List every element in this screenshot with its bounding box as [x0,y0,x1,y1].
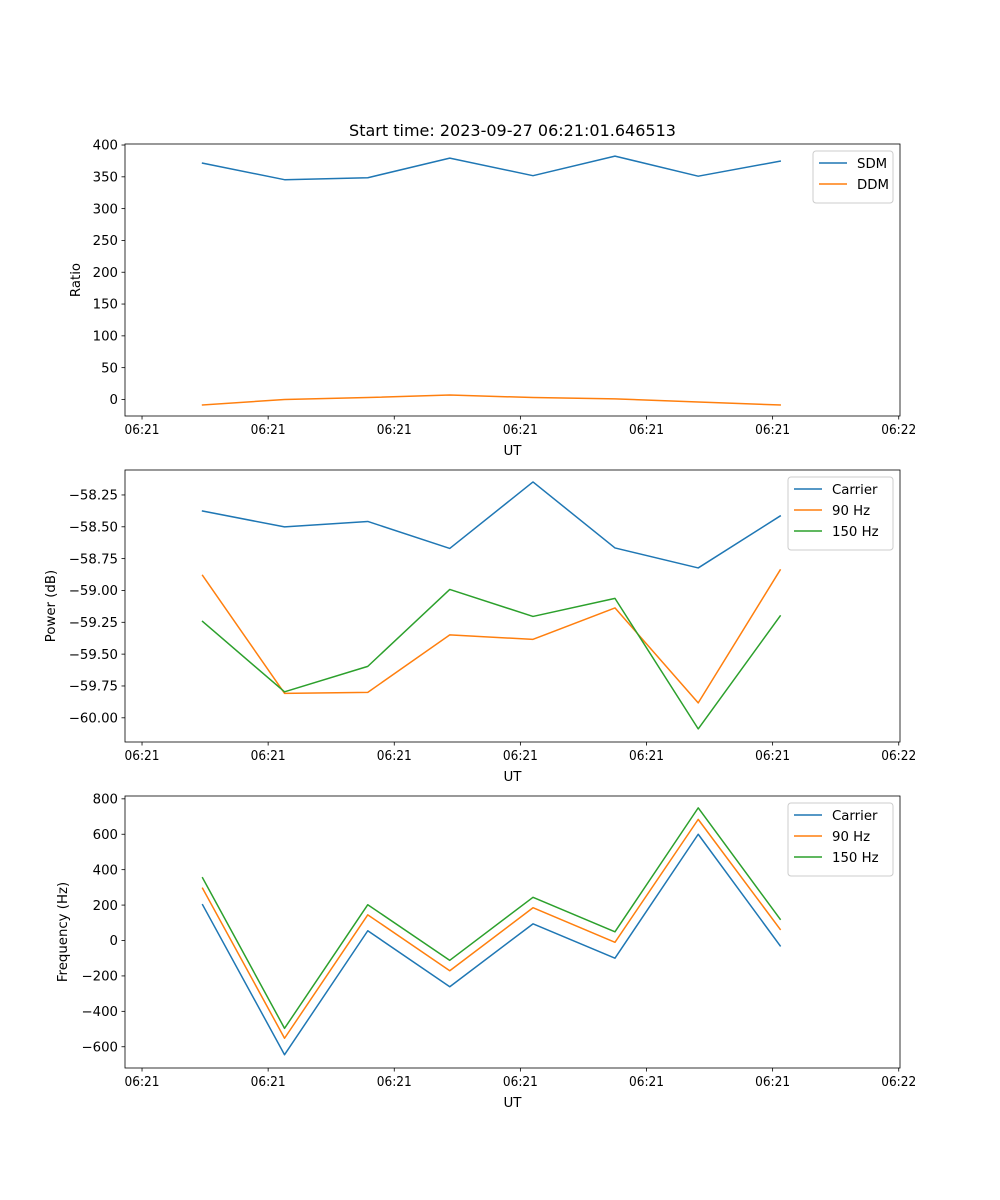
y-tick-label: −59.00 [69,584,118,599]
y-tick-label: −400 [81,1005,118,1020]
x-tick-label: 06:21 [251,423,286,438]
axes-frame [124,469,901,743]
legend-box [812,150,894,204]
y-tick-label: 600 [93,828,118,843]
x-tick-label: 06:22 [881,423,916,438]
legend-entry: 90 Hz [832,504,870,519]
y-tick-label: 200 [93,899,118,914]
y-tick-label: −200 [81,970,118,985]
y-tick-label: 800 [93,793,118,808]
series-line-carrier [201,833,782,1056]
y-tick-label: 250 [93,234,118,249]
series-line-sdm [201,155,782,181]
y-tick-label: 400 [93,139,118,154]
y-tick-label: 150 [93,298,118,313]
legend-entry: Carrier [832,809,878,824]
legend: SDM DDM [812,150,894,204]
x-tick-label: 06:21 [503,749,538,764]
y-tick-label: 50 [101,361,118,376]
series-line-carrier [201,481,782,569]
x-tick-label: 06:21 [503,423,538,438]
x-tick-label: 06:21 [503,1075,538,1090]
y-tick-label: −58.25 [69,489,118,504]
y-tick-label: 400 [93,863,118,878]
series-line-150-hz [201,807,782,1030]
x-tick-label: 06:21 [755,423,790,438]
legend-entry: 150 Hz [832,525,879,540]
x-tick-label: 06:21 [629,423,664,438]
x-tick-label: 06:21 [251,1075,286,1090]
legend-entry: DDM [857,178,889,193]
frequency-subplot: 06:21 06:21 06:21 06:21 06:21 06:21 06:22 UT −60… [56,793,916,1111]
x-tick-label: 06:21 [125,1075,160,1090]
ratio-subplot: 06:21 06:21 06:21 06:21 06:21 06:21 06:22 UT 0 50… [69,139,916,459]
y-axis-label: Frequency (Hz) [56,882,71,982]
y-tick-label: 0 [110,934,118,949]
power-subplot: 06:21 06:21 06:21 06:21 06:21 06:21 06:22 UT −60… [44,469,916,785]
y-tick-label: −59.75 [69,680,118,695]
y-tick-label: −600 [81,1040,118,1055]
y-tick-label: −59.25 [69,616,118,631]
y-tick-label: 0 [110,393,118,408]
legend-entry: Carrier [832,483,878,498]
x-tick-label: 06:21 [629,749,664,764]
y-tick-label: 200 [93,266,118,281]
y-tick-label: −60.00 [69,712,118,727]
x-tick-label: 06:22 [881,1075,916,1090]
series-line-90-hz [201,568,782,704]
x-axis-label: UT [504,1096,523,1111]
x-tick-label: 06:21 [755,1075,790,1090]
figure-title: Start time: 2023-09-27 06:21:01.646513 [349,121,676,140]
x-tick-label: 06:21 [251,749,286,764]
x-tick-label: 06:21 [125,423,160,438]
x-tick-label: 06:21 [629,1075,664,1090]
x-axis-label: UT [504,770,523,785]
legend-entry: SDM [857,157,887,172]
series-line-90-hz [201,818,782,1039]
y-tick-label: 100 [93,330,118,345]
x-tick-label: 06:21 [377,423,412,438]
y-axis-label: Power (dB) [44,570,59,642]
x-tick-label: 06:21 [755,749,790,764]
y-tick-label: 350 [93,171,118,186]
y-axis-label: Ratio [69,263,84,297]
axes-frame [124,143,901,417]
series-line-ddm [201,394,781,406]
y-tick-label: −58.75 [69,552,118,567]
x-tick-label: 06:21 [377,1075,412,1090]
legend: Carrier 90 Hz 150 Hz [787,476,894,551]
series-line-150-hz [201,588,782,730]
x-axis-label: UT [504,444,523,459]
legend-entry: 90 Hz [832,830,870,845]
axes-frame [124,795,901,1069]
legend: Carrier 90 Hz 150 Hz [787,802,894,877]
x-tick-label: 06:21 [377,749,412,764]
y-tick-label: −59.50 [69,648,118,663]
x-tick-label: 06:21 [125,749,160,764]
x-tick-label: 06:22 [881,749,916,764]
y-tick-label: 300 [93,202,118,217]
legend-entry: 150 Hz [832,851,879,866]
y-tick-label: −58.50 [69,520,118,535]
